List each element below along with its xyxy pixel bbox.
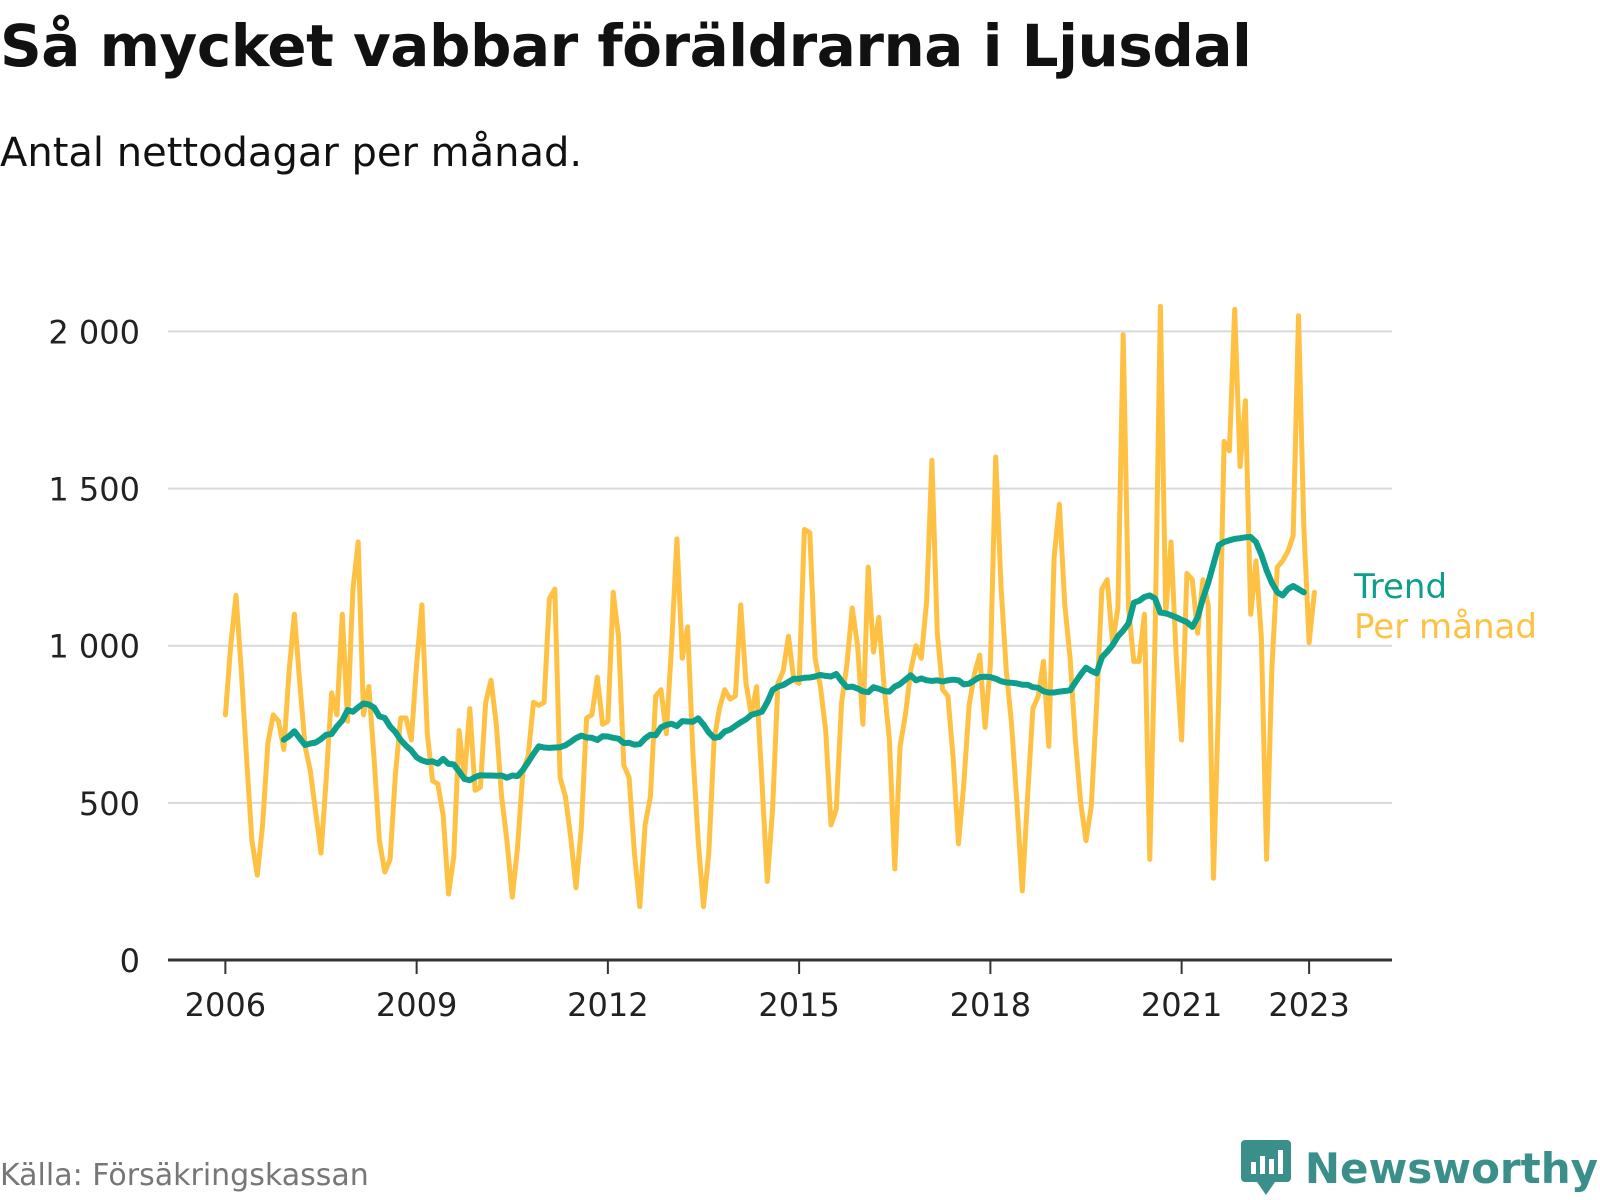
trend-series-line — [280, 534, 1307, 784]
y-tick-label: 1 500 — [48, 471, 140, 509]
x-tick-label: 2006 — [185, 986, 266, 1024]
grid-lines — [168, 330, 1392, 804]
line-chart: 0 500 1 000 1 500 2 000 2006 2009 2012 2015 2018… — [48, 303, 1537, 1024]
y-tick-label: 0 — [120, 942, 140, 980]
x-tick-label: 2009 — [376, 986, 457, 1024]
x-axis: 2006 2009 2012 2015 2018 2021 2023 — [168, 958, 1392, 1024]
x-tick-label: 2015 — [758, 986, 839, 1024]
x-tick-label: 2021 — [1141, 986, 1222, 1024]
chart-title: Så mycket vabbar föräldrarna i Ljusdal — [0, 12, 1252, 80]
y-tick-label: 1 000 — [48, 628, 140, 666]
brand-logo: Newsworthy — [1240, 1140, 1598, 1196]
brand-name: Newsworthy — [1304, 1143, 1598, 1193]
newsworthy-logo-icon — [1240, 1140, 1291, 1195]
monthly-label: Per månad — [1354, 607, 1537, 647]
monthly-series-line — [222, 303, 1317, 910]
series-labels: Trend Per månad — [1353, 567, 1537, 647]
y-axis-labels: 0 500 1 000 1 500 2 000 — [48, 313, 140, 980]
x-tick-label: 2023 — [1268, 986, 1349, 1024]
chart-subtitle: Antal nettodagar per månad. — [0, 130, 583, 176]
y-tick-label: 500 — [79, 785, 140, 823]
y-tick-label: 2 000 — [48, 313, 140, 351]
x-tick-label: 2012 — [567, 986, 648, 1024]
trend-label: Trend — [1353, 567, 1447, 607]
x-tick-label: 2018 — [950, 986, 1031, 1024]
source-note: Källa: Försäkringskassan — [0, 1158, 369, 1193]
series-lines — [222, 303, 1317, 910]
